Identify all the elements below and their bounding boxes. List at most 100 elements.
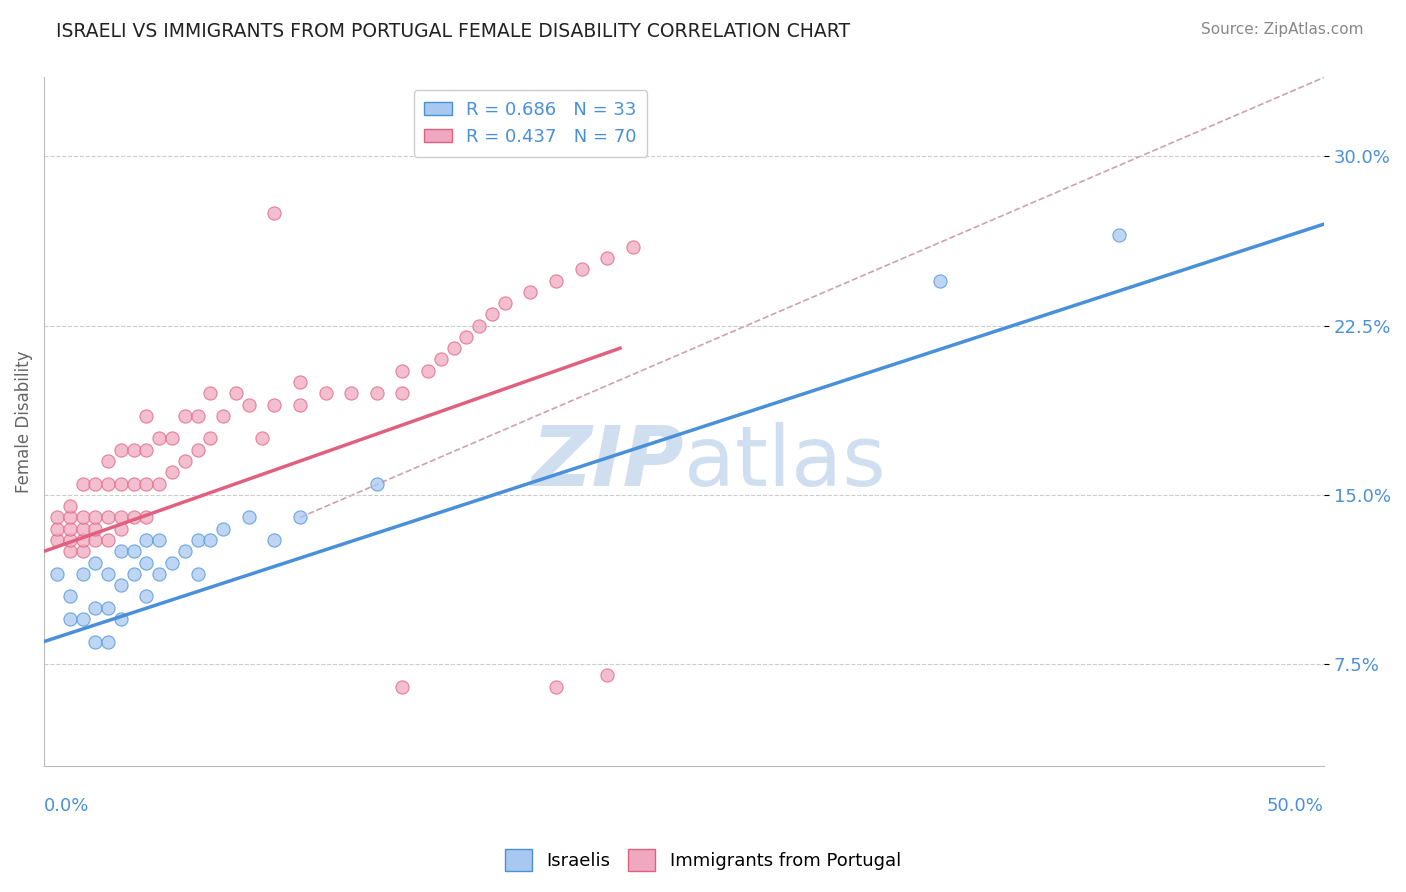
- Point: [122, 544, 145, 558]
- Point: [340, 386, 363, 401]
- Legend: R = 0.686   N = 33, R = 0.437   N = 70: R = 0.686 N = 33, R = 0.437 N = 70: [413, 90, 647, 157]
- Point: [45, 533, 67, 547]
- Point: [366, 386, 388, 401]
- Point: [238, 398, 260, 412]
- Point: [110, 578, 132, 592]
- Point: [571, 262, 593, 277]
- Point: [148, 476, 170, 491]
- Point: [97, 533, 120, 547]
- Point: [200, 533, 222, 547]
- Point: [135, 590, 157, 604]
- Point: [59, 533, 82, 547]
- Point: [135, 510, 157, 524]
- Point: [45, 566, 67, 581]
- Point: [225, 386, 247, 401]
- Point: [72, 612, 94, 626]
- Point: [59, 499, 82, 513]
- Point: [456, 330, 478, 344]
- Text: 0.0%: 0.0%: [44, 797, 90, 814]
- Point: [148, 533, 170, 547]
- Point: [110, 442, 132, 457]
- Point: [212, 522, 235, 536]
- Point: [621, 240, 644, 254]
- Point: [187, 409, 209, 423]
- Point: [72, 510, 94, 524]
- Point: [135, 476, 157, 491]
- Point: [84, 533, 107, 547]
- Point: [481, 307, 503, 321]
- Point: [596, 251, 619, 265]
- Point: [391, 386, 413, 401]
- Point: [84, 600, 107, 615]
- Legend: Israelis, Immigrants from Portugal: Israelis, Immigrants from Portugal: [498, 842, 908, 879]
- Point: [45, 522, 67, 536]
- Point: [544, 680, 567, 694]
- Point: [59, 544, 82, 558]
- Point: [59, 590, 82, 604]
- Text: 50.0%: 50.0%: [1267, 797, 1324, 814]
- Point: [288, 375, 311, 389]
- Point: [72, 476, 94, 491]
- Point: [84, 634, 107, 648]
- Point: [200, 386, 222, 401]
- Point: [72, 522, 94, 536]
- Point: [72, 566, 94, 581]
- Point: [110, 510, 132, 524]
- Point: [187, 442, 209, 457]
- Point: [173, 544, 195, 558]
- Point: [110, 612, 132, 626]
- Point: [59, 522, 82, 536]
- Point: [288, 510, 311, 524]
- Point: [519, 285, 541, 299]
- Point: [72, 544, 94, 558]
- Point: [97, 600, 120, 615]
- Point: [160, 556, 183, 570]
- Point: [288, 398, 311, 412]
- Text: atlas: atlas: [683, 422, 886, 503]
- Point: [200, 432, 222, 446]
- Point: [391, 364, 413, 378]
- Point: [596, 668, 619, 682]
- Point: [110, 544, 132, 558]
- Point: [160, 466, 183, 480]
- Point: [84, 556, 107, 570]
- Point: [122, 510, 145, 524]
- Point: [110, 522, 132, 536]
- Point: [122, 442, 145, 457]
- Point: [263, 206, 285, 220]
- Text: ISRAELI VS IMMIGRANTS FROM PORTUGAL FEMALE DISABILITY CORRELATION CHART: ISRAELI VS IMMIGRANTS FROM PORTUGAL FEMA…: [56, 22, 851, 41]
- Point: [45, 510, 67, 524]
- Point: [416, 364, 439, 378]
- Point: [110, 476, 132, 491]
- Point: [148, 432, 170, 446]
- Point: [238, 510, 260, 524]
- Text: Source: ZipAtlas.com: Source: ZipAtlas.com: [1201, 22, 1364, 37]
- Point: [97, 510, 120, 524]
- Point: [59, 510, 82, 524]
- Point: [160, 432, 183, 446]
- Point: [84, 522, 107, 536]
- Text: ZIP: ZIP: [531, 422, 683, 503]
- Point: [1108, 228, 1130, 243]
- Point: [97, 566, 120, 581]
- Point: [97, 476, 120, 491]
- Point: [97, 634, 120, 648]
- Point: [187, 566, 209, 581]
- Point: [263, 533, 285, 547]
- Point: [391, 680, 413, 694]
- Point: [173, 409, 195, 423]
- Point: [187, 533, 209, 547]
- Point: [212, 409, 235, 423]
- Point: [173, 454, 195, 468]
- Point: [122, 566, 145, 581]
- Point: [366, 476, 388, 491]
- Point: [494, 296, 516, 310]
- Point: [135, 409, 157, 423]
- Point: [135, 442, 157, 457]
- Point: [84, 510, 107, 524]
- Point: [443, 341, 465, 355]
- Point: [135, 533, 157, 547]
- Point: [59, 612, 82, 626]
- Point: [929, 273, 952, 287]
- Point: [430, 352, 453, 367]
